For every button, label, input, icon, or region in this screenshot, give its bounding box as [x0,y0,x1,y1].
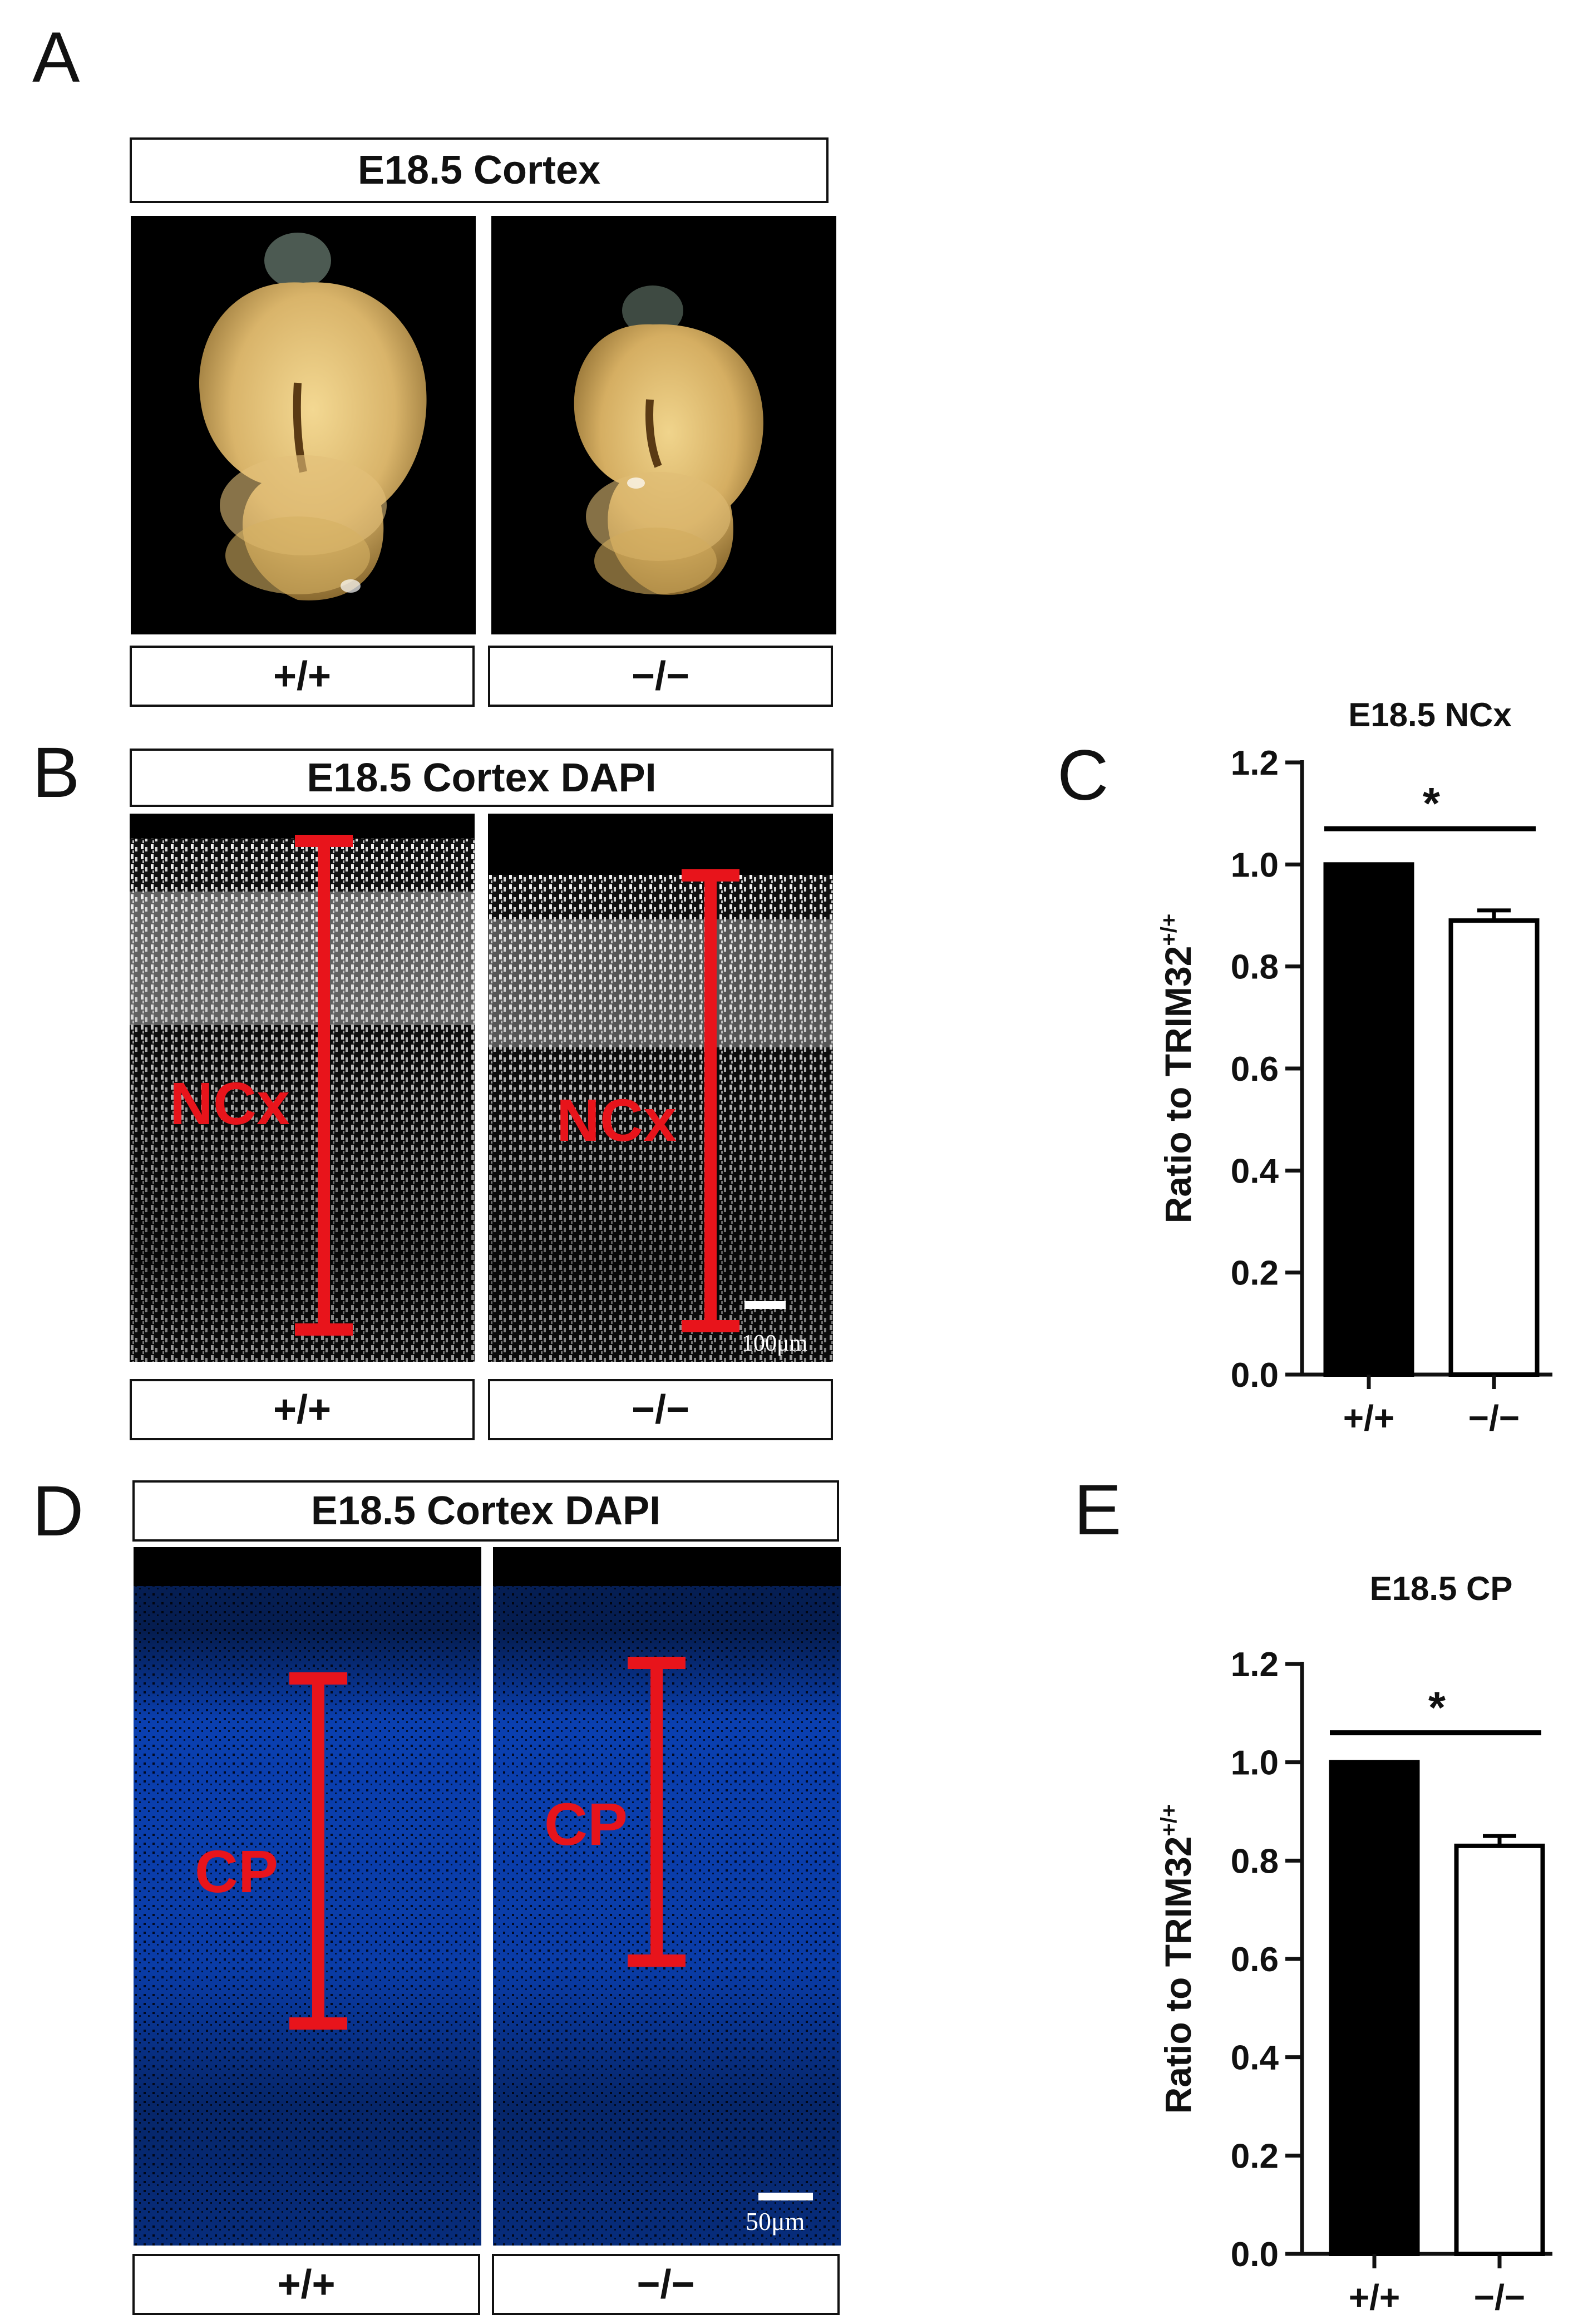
y-axis-label-superscript: +/+ [1157,914,1181,946]
dapi-image-knockout-ncx [488,814,833,1362]
bar-knockout [1454,1843,1545,2256]
scale-bar-label-100um: 100μm [742,1331,808,1356]
panel-letter-d: D [32,1471,84,1551]
brain-photo-wildtype [131,216,476,634]
chart-e: E18.5 CP Ratio to TRIM32+/+ 0.0 0.2 0.4 0.6 0.… [1141,1558,1564,2323]
scale-bar-100um [744,1301,786,1309]
panel-b-title: E18.5 Cortex DAPI [130,749,834,807]
y-axis-label: Ratio to TRIM32+/+ [1157,914,1199,1224]
y-tick-label: 0.6 [1231,1050,1279,1089]
y-axis-label-main: Ratio to TRIM32 [1157,946,1199,1224]
panel-d-label-wildtype: +/+ [132,2254,480,2315]
cp-region-label-wildtype: CP [195,1838,279,1905]
panel-d-title: E18.5 Cortex DAPI [132,1480,839,1542]
y-tick-label: 0.4 [1231,1152,1279,1190]
panel-letter-c: C [1057,736,1109,815]
panel-a-label-knockout: −/− [488,646,833,707]
ncx-range-bar-knockout [682,869,739,1332]
panel-letter-e: E [1074,1470,1122,1550]
y-tick-label: 0.8 [1231,948,1279,987]
scale-bar-label-50um: 50μm [746,2207,805,2236]
ncx-region-label-wildtype: NCx [170,1070,290,1137]
chart-title: E18.5 CP [1370,1570,1513,1607]
bar-knockout [1448,918,1540,1377]
chart-c: E18.5 NCx Ratio to TRIM32+/+ 0.0 0.2 0.4 0.6 0… [1141,679,1564,1472]
cp-range-bar-wildtype [289,1672,347,2030]
y-tick-label: 0.2 [1231,1254,1279,1293]
panel-d-label-knockout: −/− [492,2254,840,2315]
x-tick-label: −/− [1474,2277,1526,2317]
panel-a-title: E18.5 Cortex [130,137,829,203]
panel-b-label-wildtype: +/+ [130,1379,475,1440]
y-axis-label-superscript: +/+ [1157,1804,1181,1836]
panel-a-label-wildtype: +/+ [130,646,475,707]
y-tick-label: 0.2 [1231,2137,1279,2175]
panel-letter-a: A [32,18,80,97]
cp-range-bar-knockout [628,1657,686,1967]
brain-photo-knockout [491,216,836,634]
x-tick-label: +/+ [1349,2277,1401,2317]
bar-wildtype [1323,862,1414,1377]
chart-title: E18.5 NCx [1348,696,1512,733]
cp-region-label-knockout: CP [544,1790,628,1858]
dapi-image-wildtype-cp [134,1547,481,2246]
y-tick-label: 1.0 [1231,846,1279,884]
significance-marker: * [1423,779,1441,828]
panel-letter-b: B [32,733,80,813]
panel-b-label-knockout: −/− [488,1379,833,1440]
y-tick-label: 1.2 [1231,1646,1279,1684]
bar-wildtype [1329,1760,1420,2256]
y-tick-label: 0.6 [1231,1941,1279,1979]
ncx-region-label-knockout: NCx [556,1086,677,1154]
significance-marker: * [1428,1683,1446,1732]
y-tick-label: 1.0 [1231,1744,1279,1783]
y-axis-label-main: Ratio to TRIM32 [1157,1836,1199,2114]
x-tick-label: −/− [1468,1398,1520,1438]
y-tick-label: 0.4 [1231,2039,1279,2077]
dapi-image-wildtype-ncx [130,814,475,1362]
y-tick-label: 0.8 [1231,1842,1279,1880]
ncx-range-bar-wildtype [295,835,353,1336]
y-tick-label: 1.2 [1231,744,1279,782]
x-tick-label: +/+ [1343,1398,1395,1438]
ncx-markers [295,835,786,1336]
y-tick-label: 0.0 [1231,2236,1279,2274]
y-tick-label: 0.0 [1231,1356,1279,1395]
scale-bar-50um [758,2193,813,2200]
cp-markers [289,1657,813,2200]
y-axis-label: Ratio to TRIM32+/+ [1157,1804,1199,2114]
